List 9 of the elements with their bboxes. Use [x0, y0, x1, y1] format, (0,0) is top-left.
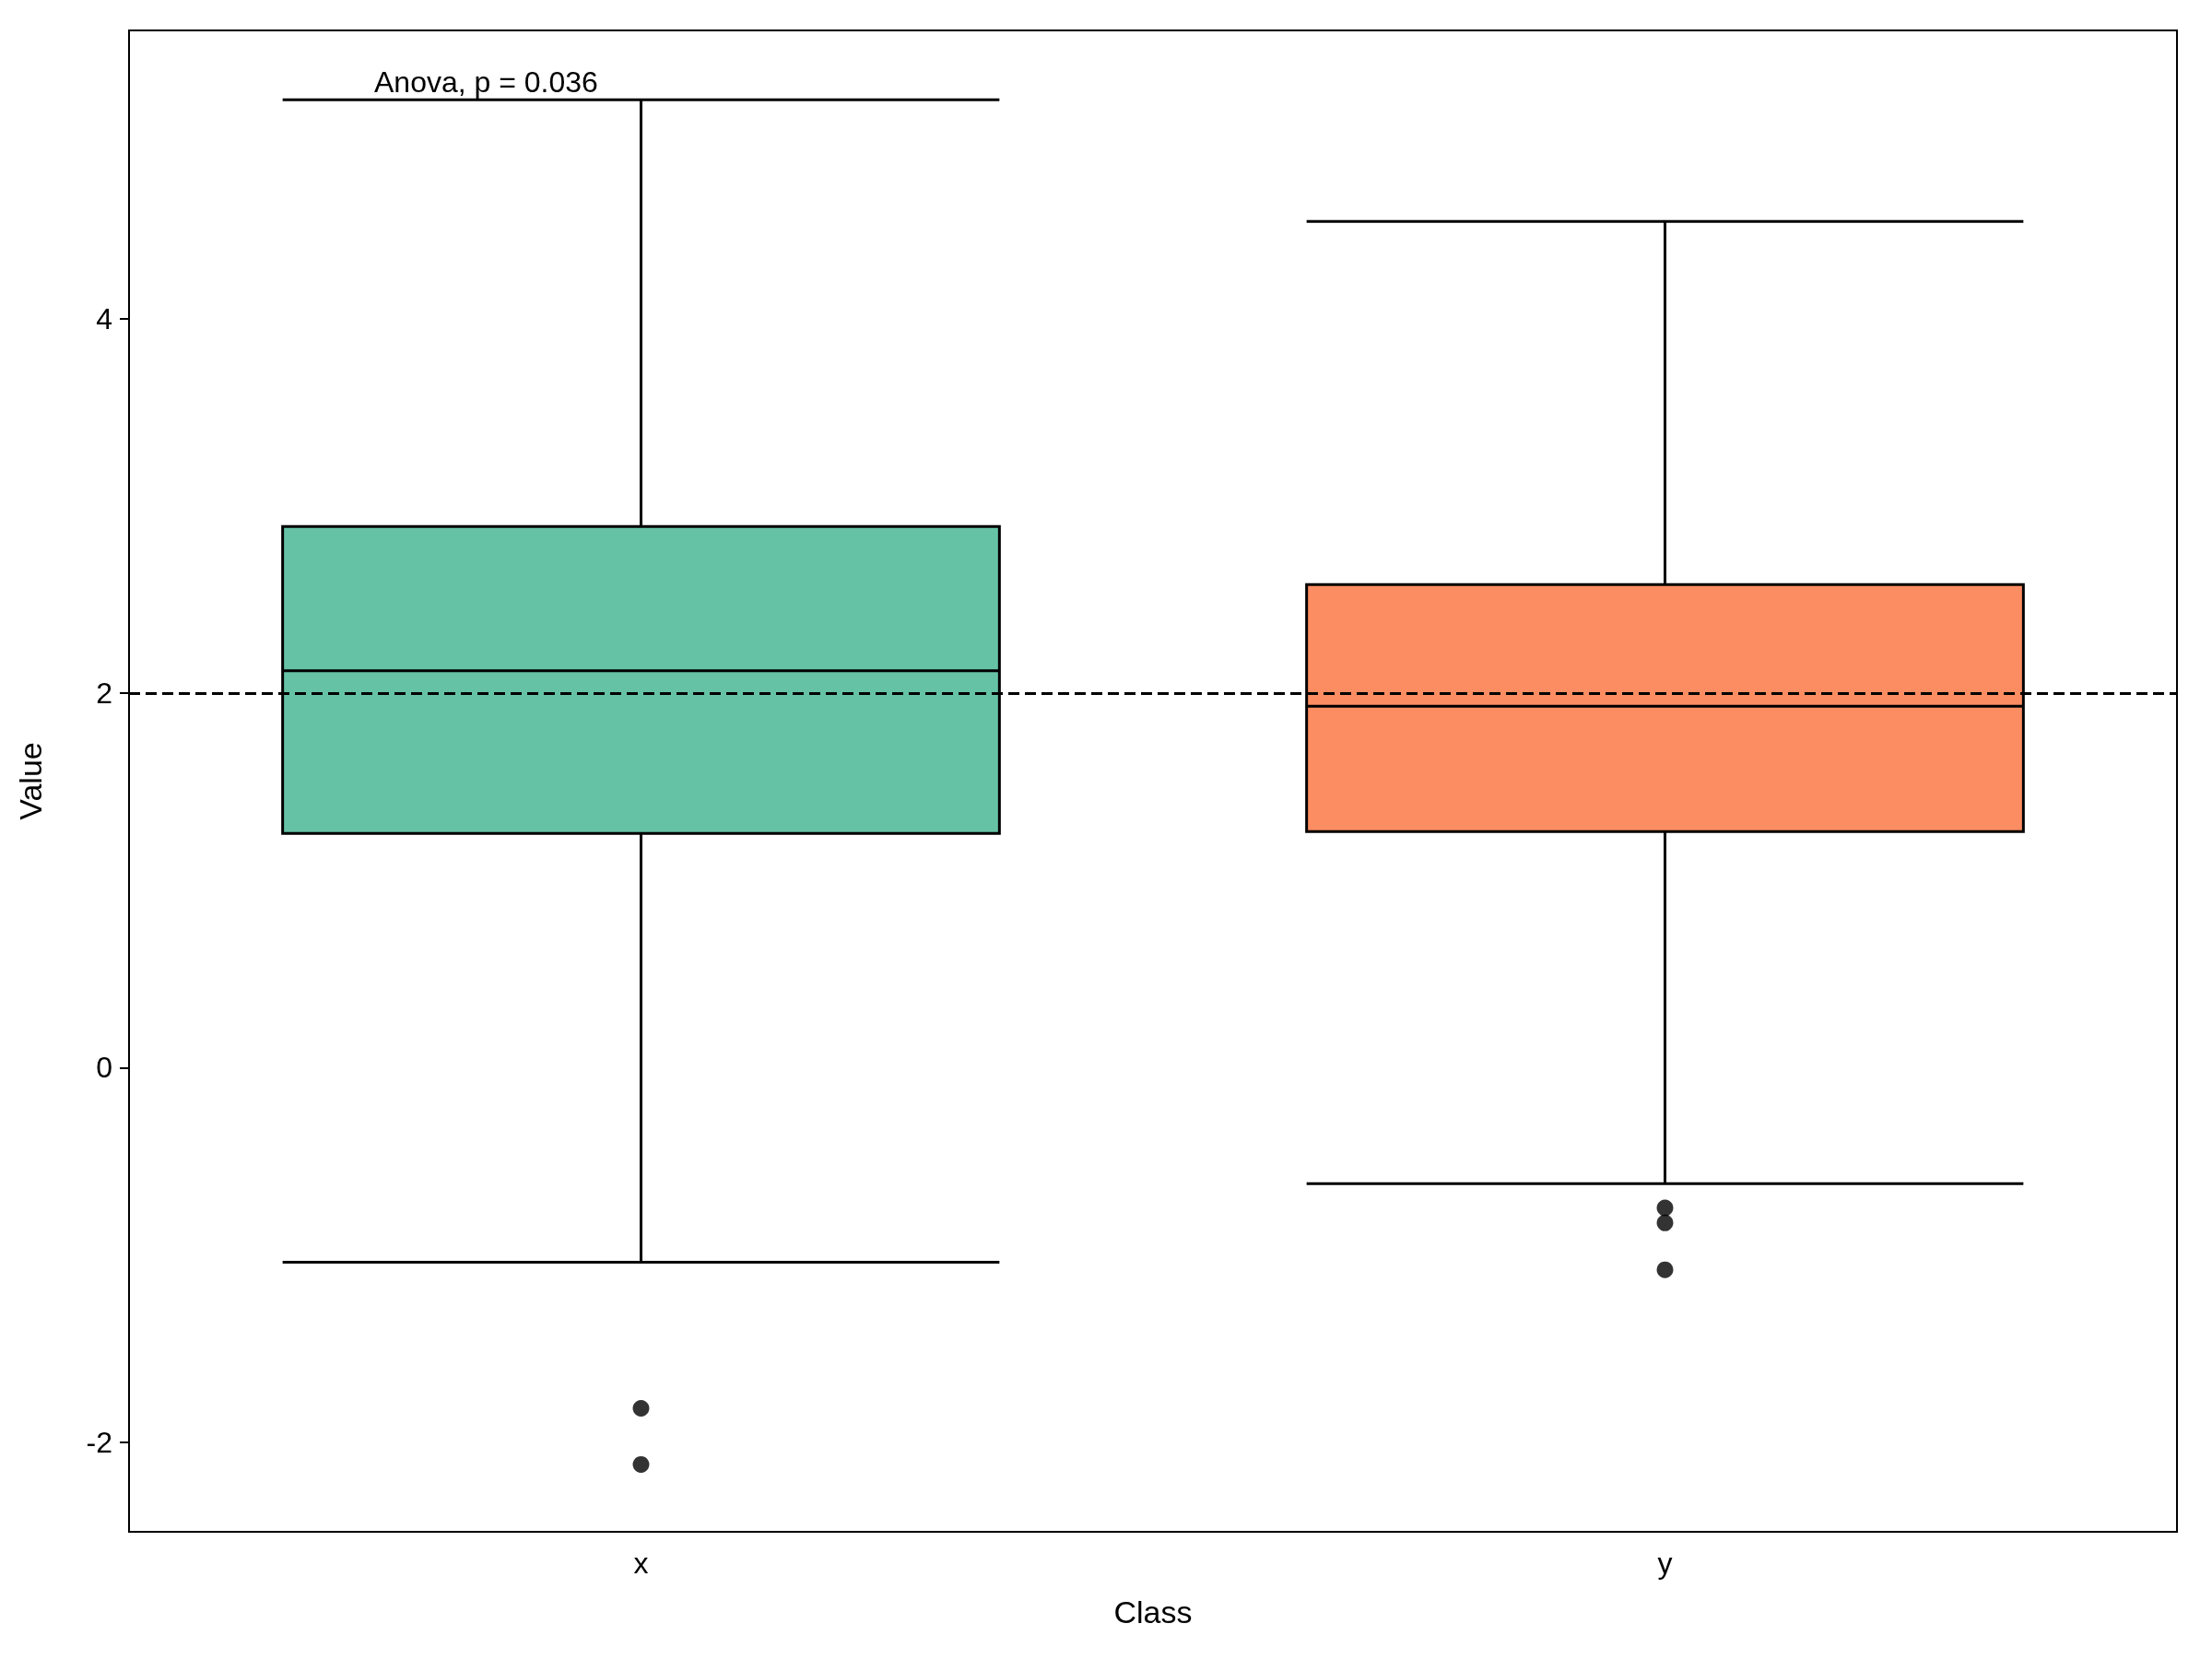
x-tick-label: x: [633, 1547, 649, 1580]
x-axis-title: Class: [1113, 1594, 1193, 1630]
y-tick-label: 0: [96, 1051, 112, 1085]
x-tick-label: y: [1657, 1547, 1673, 1580]
y-tick-label: 2: [96, 677, 112, 711]
annotation: Anova, p = 0.036: [374, 65, 598, 99]
y-tick-label: -2: [86, 1425, 112, 1459]
y-axis-title: Value: [13, 742, 48, 820]
y-tick-label: 4: [96, 301, 112, 335]
